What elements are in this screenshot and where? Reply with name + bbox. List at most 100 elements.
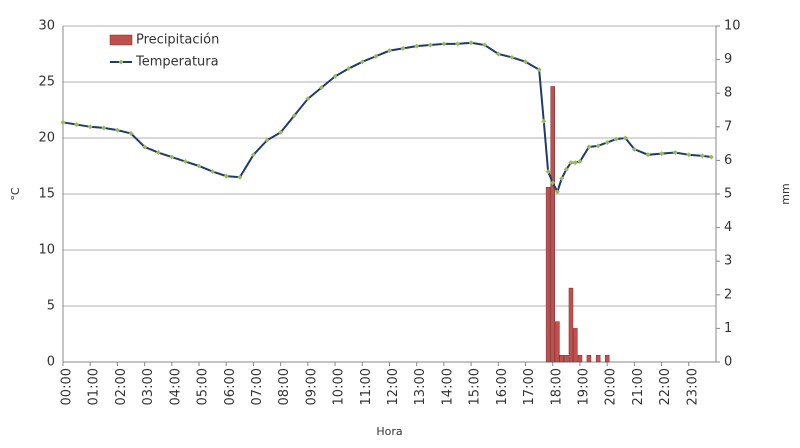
y2-tick-label: 10 — [724, 19, 741, 34]
marker — [699, 153, 705, 159]
y-tick-label: 10 — [38, 243, 55, 258]
marker — [414, 43, 420, 49]
bar — [559, 355, 564, 363]
x-tick-label: 18:00 — [549, 368, 564, 405]
marker — [291, 113, 297, 119]
marker — [237, 174, 243, 180]
x-tick-label: 03:00 — [141, 368, 156, 405]
marker — [278, 129, 284, 135]
marker — [318, 85, 324, 91]
x-tick-label: 09:00 — [304, 368, 319, 405]
bar — [586, 355, 592, 363]
x-tick-label: 04:00 — [168, 368, 183, 405]
marker — [74, 122, 80, 128]
marker — [305, 96, 311, 102]
x-tick-label: 21:00 — [631, 368, 646, 405]
x-tick-label: 06:00 — [223, 368, 238, 405]
marker — [622, 135, 628, 141]
bar — [577, 355, 583, 363]
x-tick-label: 08:00 — [277, 368, 292, 405]
marker — [441, 41, 447, 47]
marker — [87, 124, 93, 130]
x-tick-label: 23:00 — [685, 368, 700, 405]
marker — [541, 118, 547, 124]
marker — [536, 67, 542, 73]
marker — [387, 48, 392, 54]
marker — [169, 154, 175, 160]
marker — [114, 127, 120, 133]
marker — [545, 169, 551, 175]
y-axis-title: °C — [9, 187, 22, 201]
marker — [595, 143, 601, 149]
legend-label: Temperatura — [135, 55, 219, 70]
x-tick-label: 10:00 — [332, 368, 347, 405]
x-axis-title: Hora — [376, 425, 402, 438]
x-tick-label: 12:00 — [386, 368, 401, 405]
marker — [196, 163, 202, 169]
y2-tick-label: 3 — [724, 254, 732, 269]
x-tick-label: 11:00 — [359, 368, 374, 405]
x-tick-label: 19:00 — [576, 368, 591, 405]
x-tick-label: 02:00 — [114, 368, 129, 405]
marker — [482, 42, 488, 48]
y2-tick-label: 5 — [724, 187, 732, 202]
y2-tick-label: 1 — [724, 321, 732, 336]
marker — [223, 173, 229, 179]
y2-tick-label: 4 — [724, 220, 732, 235]
marker — [604, 139, 610, 145]
x-tick-label: 17:00 — [522, 368, 537, 405]
bar — [545, 187, 551, 363]
marker — [468, 40, 474, 46]
marker — [631, 146, 637, 152]
marker — [210, 169, 216, 175]
bar — [595, 355, 601, 363]
bar — [550, 86, 555, 363]
marker — [572, 160, 578, 166]
x-tick-label: 13:00 — [413, 368, 428, 405]
x-tick-label: 20:00 — [604, 368, 619, 405]
marker — [60, 119, 66, 125]
y2-axis-title: mm — [779, 183, 792, 204]
marker — [613, 136, 619, 142]
x-tick-label: 07:00 — [250, 368, 265, 405]
marker — [509, 54, 515, 60]
bar — [568, 287, 574, 363]
marker — [672, 150, 678, 156]
y-tick-label: 15 — [38, 187, 55, 202]
y2-tick-label: 9 — [724, 52, 732, 67]
marker — [155, 150, 161, 156]
marker — [142, 144, 148, 150]
marker — [182, 159, 188, 165]
bar — [573, 328, 578, 363]
legend-marker — [118, 59, 124, 65]
y-tick-label: 20 — [38, 131, 55, 146]
marker — [550, 180, 556, 186]
bar — [604, 355, 610, 363]
y-tick-label: 5 — [47, 299, 55, 314]
marker — [577, 159, 583, 165]
marker — [264, 137, 270, 143]
legend-swatch — [109, 34, 133, 46]
y2-tick-label: 7 — [724, 119, 732, 134]
legend-label: Precipitación — [136, 33, 219, 48]
marker — [373, 53, 379, 59]
marker — [455, 41, 461, 47]
x-tick-label: 01:00 — [87, 368, 102, 405]
x-tick-label: 15:00 — [468, 368, 483, 405]
y2-tick-label: 6 — [724, 153, 732, 168]
marker — [708, 154, 714, 160]
marker — [586, 144, 592, 150]
marker — [686, 152, 692, 158]
marker — [346, 66, 352, 72]
y-tick-label: 0 — [47, 355, 55, 370]
marker — [495, 51, 501, 57]
x-tick-label: 22:00 — [658, 368, 673, 405]
marker — [400, 45, 406, 51]
marker — [645, 152, 651, 158]
x-tick-label: 14:00 — [440, 368, 455, 405]
x-tick-label: 00:00 — [60, 368, 75, 405]
y2-tick-label: 2 — [724, 287, 732, 302]
marker — [359, 59, 365, 65]
marker — [332, 73, 338, 79]
